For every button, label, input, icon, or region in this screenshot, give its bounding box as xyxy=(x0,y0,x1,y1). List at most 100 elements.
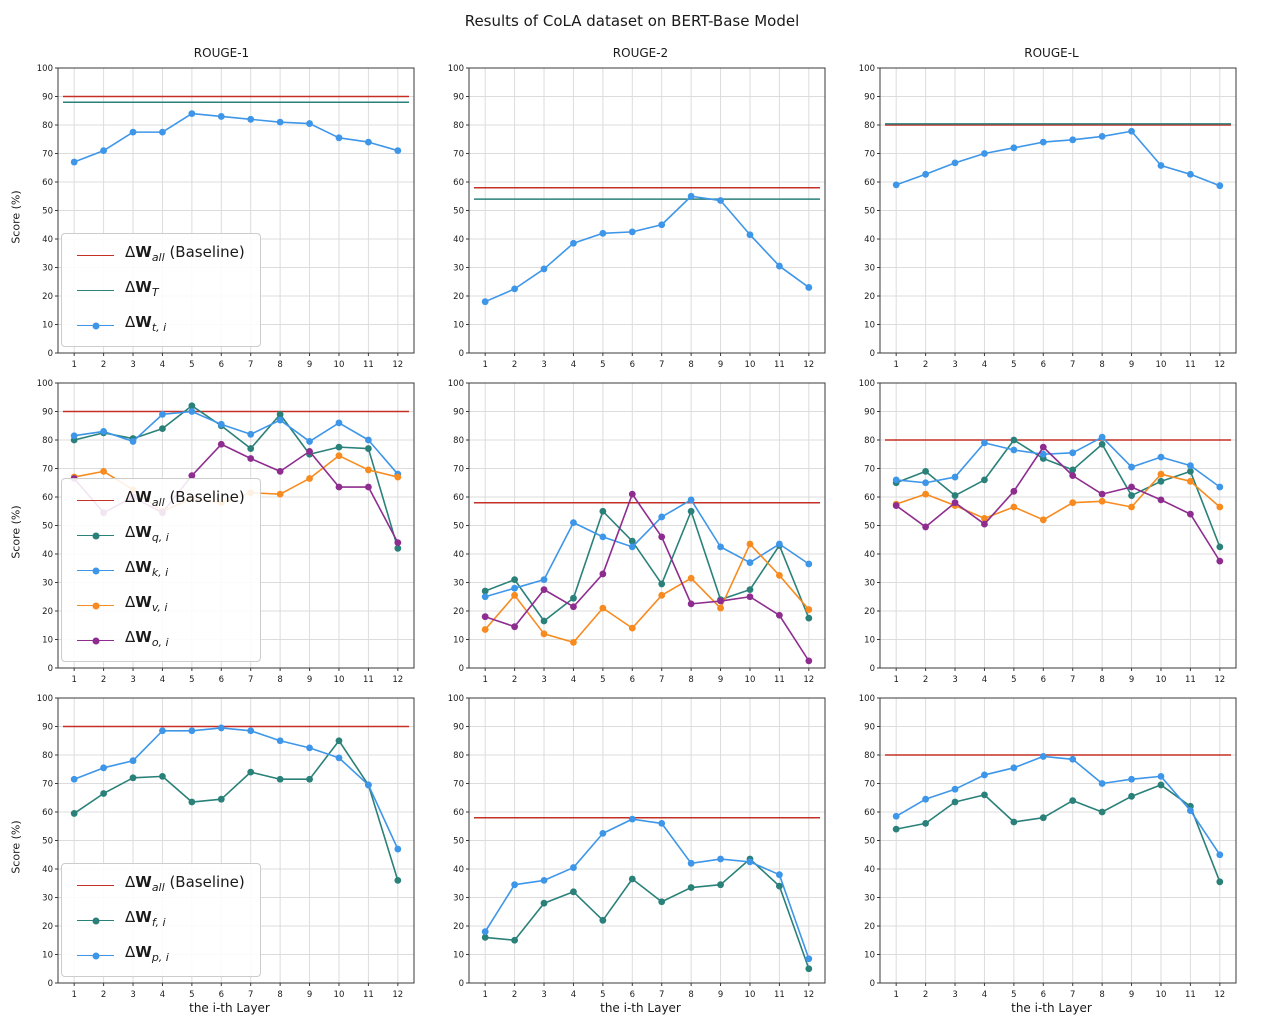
svg-text:50: 50 xyxy=(864,207,875,217)
svg-text:50: 50 xyxy=(864,522,875,532)
svg-text:8: 8 xyxy=(1099,360,1104,370)
svg-text:20: 20 xyxy=(864,292,875,302)
svg-text:8: 8 xyxy=(688,360,693,370)
y-axis-label-wrap: Score (%) xyxy=(8,64,24,370)
figure-title: Results of CoLA dataset on BERT-Base Mod… xyxy=(464,12,800,30)
series-p-i xyxy=(70,724,402,853)
subplot-row3-rouge-2: 0 10 20 30 40 50 60 70 80 90 100 1 2 3 4 5 6 7 8 9 10 11 12 th… xyxy=(435,694,846,1018)
svg-text:80: 80 xyxy=(864,436,875,446)
subplot-title: ROUGE-L xyxy=(1024,46,1079,60)
svg-text:70: 70 xyxy=(453,780,464,790)
svg-text:60: 60 xyxy=(864,178,875,188)
svg-text:90: 90 xyxy=(864,408,875,418)
series-v-i xyxy=(481,540,813,646)
svg-text:0: 0 xyxy=(459,979,464,989)
svg-text:2: 2 xyxy=(512,990,517,1000)
svg-text:60: 60 xyxy=(42,493,53,503)
svg-text:7: 7 xyxy=(248,990,253,1000)
legend-line-sample xyxy=(77,499,114,501)
svg-text:70: 70 xyxy=(42,150,53,160)
svg-text:11: 11 xyxy=(363,990,374,1000)
svg-text:10: 10 xyxy=(864,951,875,961)
legend-line-sample xyxy=(77,289,114,291)
subplot-title: ROUGE-1 xyxy=(193,46,250,60)
y-axis-label-wrap: Score (%) xyxy=(8,379,24,685)
svg-text:70: 70 xyxy=(453,465,464,475)
svg-text:1: 1 xyxy=(482,675,487,685)
svg-text:40: 40 xyxy=(453,865,464,875)
svg-text:4: 4 xyxy=(160,675,165,685)
svg-text:11: 11 xyxy=(774,675,785,685)
svg-text:80: 80 xyxy=(453,121,464,131)
svg-text:3: 3 xyxy=(541,360,546,370)
svg-text:100: 100 xyxy=(37,64,53,74)
series-o-i xyxy=(892,443,1224,565)
svg-text:30: 30 xyxy=(453,579,464,589)
y-axis-label: Score (%) xyxy=(9,190,23,244)
svg-text:4: 4 xyxy=(160,360,165,370)
svg-text:9: 9 xyxy=(718,360,723,370)
x-axis-label: the i-th Layer xyxy=(1011,1001,1092,1015)
svg-text:9: 9 xyxy=(718,990,723,1000)
svg-text:80: 80 xyxy=(42,751,53,761)
svg-text:30: 30 xyxy=(864,264,875,274)
svg-text:7: 7 xyxy=(1070,990,1075,1000)
gridlines xyxy=(880,697,1236,984)
svg-text:8: 8 xyxy=(277,360,282,370)
svg-text:90: 90 xyxy=(42,93,53,103)
svg-text:0: 0 xyxy=(459,664,464,674)
svg-text:40: 40 xyxy=(453,235,464,245)
svg-text:4: 4 xyxy=(982,360,987,370)
svg-text:12: 12 xyxy=(1214,675,1225,685)
svg-text:70: 70 xyxy=(42,780,53,790)
svg-text:40: 40 xyxy=(453,550,464,560)
legend-entry: ΔWq, i xyxy=(77,523,245,547)
svg-text:12: 12 xyxy=(803,675,814,685)
svg-text:6: 6 xyxy=(219,990,224,1000)
svg-text:70: 70 xyxy=(453,150,464,160)
legend-entry: ΔWall (Baseline) xyxy=(77,488,245,512)
chart-canvas-mount: 0 10 20 30 40 50 60 70 80 90 100 1 2 3 4 5 6 7 8 9 10 11 12 xyxy=(846,694,1240,1000)
svg-text:40: 40 xyxy=(864,235,875,245)
legend: ΔWall (Baseline) ΔWf, i ΔWp, i xyxy=(61,863,261,977)
svg-text:100: 100 xyxy=(448,379,464,389)
svg-text:0: 0 xyxy=(48,979,53,989)
svg-text:0: 0 xyxy=(48,664,53,674)
svg-text:1: 1 xyxy=(893,675,898,685)
svg-text:12: 12 xyxy=(1214,990,1225,1000)
series-q-i xyxy=(892,436,1224,551)
svg-text:5: 5 xyxy=(600,990,605,1000)
legend-entry: ΔWall (Baseline) xyxy=(77,873,245,897)
svg-text:10: 10 xyxy=(334,360,345,370)
legend-line-sample xyxy=(77,917,114,924)
svg-text:90: 90 xyxy=(453,723,464,733)
svg-text:5: 5 xyxy=(600,360,605,370)
svg-text:11: 11 xyxy=(363,675,374,685)
y-axis-label-wrap: Score (%) xyxy=(8,694,24,1000)
legend-line-sample xyxy=(77,254,114,256)
svg-text:90: 90 xyxy=(864,723,875,733)
legend-label: ΔWt, i xyxy=(125,313,167,334)
svg-text:11: 11 xyxy=(363,360,374,370)
plot-row: 0 10 20 30 40 50 60 70 80 90 100 1 2 3 4 5 6 7 8 9 10 11 12 xyxy=(435,694,846,1000)
svg-text:50: 50 xyxy=(453,522,464,532)
svg-text:1: 1 xyxy=(71,990,76,1000)
svg-text:7: 7 xyxy=(659,360,664,370)
svg-text:1: 1 xyxy=(482,360,487,370)
legend-label: ΔWall (Baseline) xyxy=(125,873,245,894)
plot-row: Score (%) 0 10 20 30 40 50 60 70 80 90 100 1 2 3 4 5 6 7 8… xyxy=(8,694,435,1000)
svg-text:12: 12 xyxy=(803,990,814,1000)
y-axis-label: Score (%) xyxy=(9,505,23,559)
plot-area: 0 10 20 30 40 50 60 70 80 90 100 1 2 3 4 5 6 7 8 9 10 11 12 xyxy=(435,64,829,370)
svg-text:80: 80 xyxy=(42,121,53,131)
svg-text:40: 40 xyxy=(864,865,875,875)
svg-text:60: 60 xyxy=(453,493,464,503)
svg-text:40: 40 xyxy=(42,550,53,560)
svg-text:20: 20 xyxy=(864,607,875,617)
svg-text:8: 8 xyxy=(688,990,693,1000)
